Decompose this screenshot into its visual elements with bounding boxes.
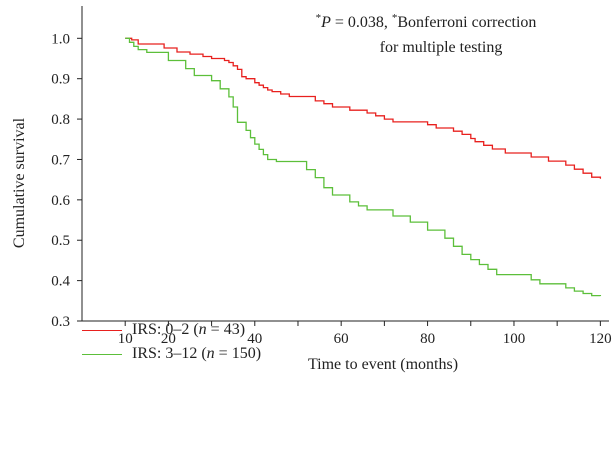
- legend-label-irs-0-2: IRS: 0–2 (n = 43): [132, 321, 246, 338]
- annotation-line-1: *P = 0.038, *Bonferroni correction: [316, 12, 537, 31]
- y-tick-label: 1.0: [51, 31, 70, 47]
- x-ticks: 10 20 40 60 80 100 120: [118, 321, 612, 347]
- y-tick-label: 0.8: [51, 112, 70, 128]
- series-line-irs-3-12: [125, 37, 602, 297]
- legend-swatch-irs-0-2: [82, 329, 122, 331]
- annotation: *P = 0.038, *Bonferroni correction for m…: [316, 12, 537, 56]
- legend-item-irs-0-2: IRS: 0–2 (n = 43): [82, 318, 261, 342]
- legend-label-irs-3-12: IRS: 3–12 (n = 150): [132, 345, 262, 362]
- legend-swatch-irs-3-12: [82, 353, 122, 355]
- y-ticks: 0.3 0.4 0.5 0.6 0.7 0.8 0.9 1.0: [51, 31, 82, 330]
- y-tick-label: 0.3: [51, 314, 70, 330]
- x-tick-label: 60: [334, 331, 349, 347]
- x-tick-label: 100: [503, 331, 526, 347]
- x-tick-label: 20: [161, 331, 176, 347]
- y-axis-title: Cumulative survival: [11, 117, 28, 248]
- x-tick-label: 80: [420, 331, 435, 347]
- axes: [81, 6, 609, 322]
- legend: IRS: 0–2 (n = 43) IRS: 3–12 (n = 150): [82, 318, 261, 366]
- y-tick-label: 0.5: [51, 233, 70, 249]
- annotation-line-2: for multiple testing: [380, 39, 503, 56]
- y-tick-label: 0.4: [51, 274, 70, 290]
- legend-item-irs-3-12: IRS: 3–12 (n = 150): [82, 342, 261, 366]
- x-tick-label: 10: [118, 331, 133, 347]
- y-tick-label: 0.6: [51, 193, 70, 209]
- y-tick-label: 0.9: [51, 72, 70, 88]
- x-tick-label: 40: [247, 331, 262, 347]
- y-tick-label: 0.7: [51, 152, 70, 168]
- x-axis-title: Time to event (months): [308, 356, 458, 373]
- series-line-irs-0-2: [125, 37, 602, 179]
- x-tick-label: 120: [589, 331, 612, 347]
- series-group: [125, 37, 602, 297]
